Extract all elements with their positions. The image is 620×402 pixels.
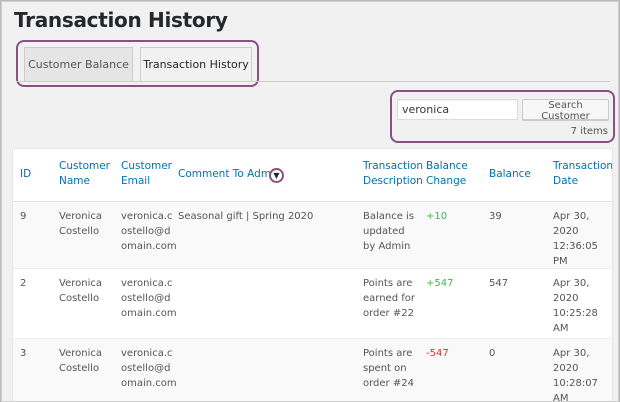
cell-customer-name: Veronica Costello xyxy=(59,346,102,376)
cell-line: earned for xyxy=(363,293,415,304)
cell-line: 2020 xyxy=(553,363,579,374)
cell-customer-name: Veronica Costello xyxy=(59,276,102,306)
cell-customer-email: veronica.c ostello@d omain.com xyxy=(121,276,177,321)
cell-line: Costello xyxy=(59,293,100,304)
comment-sort-button[interactable]: ▼ xyxy=(269,168,284,183)
header-line: Transaction xyxy=(553,160,613,172)
header-line: Customer xyxy=(121,160,173,172)
cell-id: 9 xyxy=(20,211,27,222)
column-header-id[interactable]: ID xyxy=(20,168,32,180)
cell-customer-email: veronica.c ostello@d omain.com xyxy=(121,346,177,391)
cell-line: updated xyxy=(363,226,405,237)
header-line: Change xyxy=(426,175,467,187)
column-header-transaction-description[interactable]: Transaction Description xyxy=(363,159,423,189)
cell-transaction-date: Apr 30, 2020 12:36:05 PM xyxy=(553,209,598,269)
cell-line: omain.com xyxy=(121,308,177,319)
cell-line: order #24 xyxy=(363,378,414,389)
cell-line: Apr 30, xyxy=(553,211,590,222)
column-header-balance[interactable]: Balance xyxy=(489,168,531,180)
cell-line: ostello@d xyxy=(121,363,171,374)
triangle-down-icon: ▼ xyxy=(273,170,280,180)
column-header-customer-email[interactable]: Customer Email xyxy=(121,159,172,189)
transaction-table: ID Customer Name Customer Email Comment … xyxy=(12,148,613,402)
cell-line: ostello@d xyxy=(121,226,171,237)
cell-line: veronica.c xyxy=(121,211,173,222)
cell-id: 3 xyxy=(20,348,27,359)
cell-comment: Seasonal gift | Spring 2020 xyxy=(178,211,314,222)
cell-line: Apr 30, xyxy=(553,278,590,289)
cell-line: Costello xyxy=(59,226,100,237)
cell-line: order #22 xyxy=(363,308,414,319)
cell-line: omain.com xyxy=(121,378,177,389)
cell-line: by Admin xyxy=(363,241,411,252)
search-customer-button[interactable]: Search Customer xyxy=(522,99,609,122)
cell-transaction-description: Points are spent on order #24 xyxy=(363,346,414,391)
header-line: Email xyxy=(121,175,151,187)
cell-transaction-date: Apr 30, 2020 10:28:07 AM xyxy=(553,346,598,402)
cell-line: veronica.c xyxy=(121,278,173,289)
cell-line: 12:36:05 xyxy=(553,241,598,252)
cell-line: Costello xyxy=(59,363,100,374)
cell-line: spent on xyxy=(363,363,407,374)
column-header-customer-name[interactable]: Customer Name xyxy=(59,159,110,189)
cell-line: AM xyxy=(553,323,569,334)
cell-line: 10:25:28 xyxy=(553,308,598,319)
header-line: Description xyxy=(363,175,423,187)
cell-line: Points are xyxy=(363,278,413,289)
table-row: 3 Veronica Costello veronica.c ostello@d… xyxy=(13,339,612,402)
cell-id: 2 xyxy=(20,278,27,289)
page-title: Transaction History xyxy=(14,8,228,32)
cell-line: Points are xyxy=(363,348,413,359)
cell-line: 10:28:07 xyxy=(553,378,598,389)
cell-balance: 0 xyxy=(489,348,496,359)
cell-line: Veronica xyxy=(59,211,102,222)
table-row: 2 Veronica Costello veronica.c ostello@d… xyxy=(13,269,612,339)
cell-line: 2020 xyxy=(553,293,579,304)
cell-line: veronica.c xyxy=(121,348,173,359)
cell-line: omain.com xyxy=(121,241,177,252)
cell-line: Balance is xyxy=(363,211,415,222)
items-count: 7 items xyxy=(570,126,608,137)
cell-line: 2020 xyxy=(553,226,579,237)
cell-line: ostello@d xyxy=(121,293,171,304)
cell-transaction-description: Points are earned for order #22 xyxy=(363,276,415,321)
tab-divider xyxy=(16,81,610,82)
cell-balance: 547 xyxy=(489,278,509,289)
cell-balance-change: -547 xyxy=(426,348,449,359)
header-line: Name xyxy=(59,175,90,187)
header-line: Date xyxy=(553,175,579,187)
search-input[interactable] xyxy=(397,99,518,120)
cell-transaction-date: Apr 30, 2020 10:25:28 AM xyxy=(553,276,598,336)
header-line: Customer xyxy=(59,160,111,172)
cell-balance: 39 xyxy=(489,211,502,222)
cell-line: Veronica xyxy=(59,348,102,359)
tab-transaction-history[interactable]: Transaction History xyxy=(140,47,252,81)
header-line: Balance xyxy=(426,160,468,172)
search-highlight xyxy=(390,90,615,143)
table-header: ID Customer Name Customer Email Comment … xyxy=(13,149,612,202)
tab-label: Customer Balance xyxy=(28,58,129,71)
tabs-highlight xyxy=(16,40,259,87)
cell-line: Veronica xyxy=(59,278,102,289)
table-row: 9 Veronica Costello veronica.c ostello@d… xyxy=(13,202,612,269)
header-line: Transaction xyxy=(363,160,424,172)
cell-transaction-description: Balance is updated by Admin xyxy=(363,209,414,254)
cell-balance-change: +547 xyxy=(426,278,454,289)
tab-customer-balance[interactable]: Customer Balance xyxy=(24,47,133,81)
cell-customer-name: Veronica Costello xyxy=(59,209,102,239)
tab-label: Transaction History xyxy=(143,58,249,71)
cell-line: Apr 30, xyxy=(553,348,590,359)
cell-line: AM xyxy=(553,393,569,402)
column-header-comment[interactable]: Comment To Admin xyxy=(178,168,281,180)
column-header-balance-change[interactable]: Balance Change xyxy=(426,159,468,189)
cell-line: PM xyxy=(553,256,568,267)
column-header-transaction-date[interactable]: Transaction Date xyxy=(553,159,613,189)
cell-balance-change: +10 xyxy=(426,211,448,222)
cell-customer-email: veronica.c ostello@d omain.com xyxy=(121,209,177,254)
